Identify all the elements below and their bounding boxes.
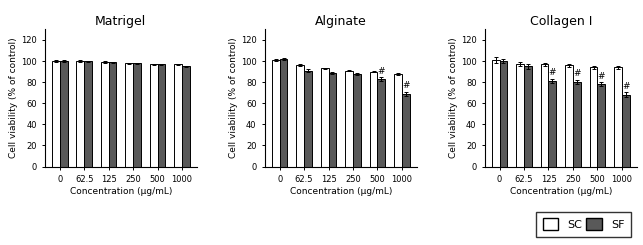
Bar [377, 79, 385, 167]
Y-axis label: Cell viability (% of control): Cell viability (% of control) [229, 38, 238, 158]
Bar [524, 66, 532, 167]
Bar [150, 64, 158, 167]
Bar [296, 65, 304, 167]
Y-axis label: Cell viability (% of control): Cell viability (% of control) [449, 38, 458, 158]
Bar [329, 73, 336, 167]
Title: Collagen I: Collagen I [530, 15, 592, 28]
Bar [614, 67, 622, 167]
Bar [590, 67, 597, 167]
Bar [597, 84, 605, 167]
Bar [500, 61, 507, 167]
Bar [280, 59, 287, 167]
Bar [622, 95, 629, 167]
Text: #: # [597, 72, 605, 81]
Bar [125, 63, 133, 167]
Legend: SC, SF: SC, SF [536, 211, 631, 237]
Text: #: # [377, 67, 385, 76]
Title: Alginate: Alginate [315, 15, 367, 28]
Text: #: # [622, 82, 629, 91]
Text: #: # [548, 68, 556, 77]
Bar [158, 64, 165, 167]
Bar [52, 61, 60, 167]
X-axis label: Concentration (μg/mL): Concentration (μg/mL) [289, 187, 392, 196]
Bar [565, 65, 573, 167]
Bar [174, 64, 182, 167]
Bar [77, 61, 84, 167]
X-axis label: Concentration (μg/mL): Concentration (μg/mL) [69, 187, 172, 196]
Text: #: # [573, 70, 581, 78]
Bar [133, 63, 141, 167]
Bar [394, 74, 402, 167]
Bar [402, 94, 410, 167]
Text: #: # [402, 81, 410, 90]
Bar [109, 62, 116, 167]
Bar [60, 61, 68, 167]
Title: Matrigel: Matrigel [95, 15, 147, 28]
Bar [573, 82, 581, 167]
Bar [541, 64, 548, 167]
Bar [101, 62, 109, 167]
Bar [84, 61, 92, 167]
Bar [272, 60, 280, 167]
Bar [182, 66, 190, 167]
Bar [492, 60, 500, 167]
Bar [321, 68, 329, 167]
Bar [304, 71, 312, 167]
Y-axis label: Cell viability (% of control): Cell viability (% of control) [9, 38, 18, 158]
Bar [516, 64, 524, 167]
Bar [353, 74, 361, 167]
Bar [370, 72, 377, 167]
Bar [345, 71, 353, 167]
X-axis label: Concentration (μg/mL): Concentration (μg/mL) [509, 187, 612, 196]
Bar [548, 81, 556, 167]
